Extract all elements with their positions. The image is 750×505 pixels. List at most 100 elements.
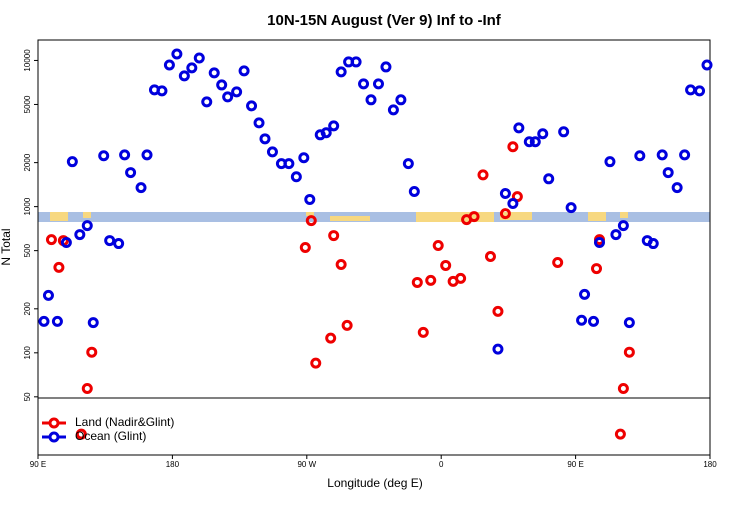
plot-frame: [37, 39, 711, 456]
data-point: [178, 70, 190, 82]
data-point: [350, 56, 362, 68]
data-point: [246, 100, 258, 112]
data-point: [623, 317, 635, 329]
data-point: [186, 62, 198, 74]
data-point: [253, 117, 265, 129]
data-point: [193, 52, 205, 64]
data-point: [552, 256, 564, 268]
data-point: [662, 167, 674, 179]
data-point: [201, 96, 213, 108]
data-point: [411, 276, 423, 288]
data-point: [320, 127, 332, 139]
data-point: [499, 208, 511, 220]
data-point: [440, 259, 452, 271]
x-tick-label: 90 W: [297, 460, 316, 469]
x-tick-label: 90 E: [30, 460, 46, 469]
y-tick-label: 50: [23, 392, 32, 401]
y-tick-label: 200: [23, 302, 32, 316]
data-point: [51, 315, 63, 327]
data-point: [231, 86, 243, 98]
y-tick-label: 5000: [23, 95, 32, 113]
y-tick-label: 10000: [23, 49, 32, 72]
data-point: [499, 187, 511, 199]
data-point: [558, 126, 570, 138]
data-point: [310, 357, 322, 369]
data-point: [335, 66, 347, 78]
data-point: [634, 150, 646, 162]
legend-label: Land (Nadir&Glint): [75, 415, 174, 429]
data-point: [299, 242, 311, 254]
y-axis-label: N Total: [0, 228, 13, 265]
data-point: [216, 79, 228, 91]
data-point: [42, 289, 54, 301]
data-point: [432, 240, 444, 252]
y-tick-label: 2000: [23, 153, 32, 171]
data-point: [81, 383, 93, 395]
data-point: [98, 150, 110, 162]
chart-title: 10N-15N August (Ver 9) Inf to -Inf: [267, 12, 502, 29]
data-point: [238, 65, 250, 77]
data-point: [380, 61, 392, 73]
data-point: [402, 158, 414, 170]
data-point: [685, 84, 697, 96]
data-point: [576, 314, 588, 326]
data-point: [455, 272, 467, 284]
data-point: [304, 193, 316, 205]
data-point: [656, 149, 668, 161]
data-point: [610, 229, 622, 241]
data-point: [694, 85, 706, 97]
legend-marker: [48, 417, 60, 429]
data-point: [387, 104, 399, 116]
data-point: [507, 141, 519, 153]
data-point: [565, 202, 577, 214]
data-point: [45, 234, 57, 246]
data-point: [477, 169, 489, 181]
data-point: [365, 94, 377, 106]
data-point: [507, 198, 519, 210]
data-point: [298, 152, 310, 164]
data-point: [468, 211, 480, 223]
data-point: [523, 136, 535, 148]
data-point: [341, 319, 353, 331]
data-point: [75, 428, 87, 440]
data-point: [119, 149, 131, 161]
data-point: [358, 78, 370, 90]
data-point: [125, 167, 137, 179]
data-point: [701, 59, 713, 71]
data-point: [617, 383, 629, 395]
legend-marker: [48, 431, 60, 443]
data-point: [543, 173, 555, 185]
data-point: [266, 146, 278, 158]
data-point: [671, 182, 683, 194]
data-point: [617, 220, 629, 232]
data-point: [604, 156, 616, 168]
data-point: [81, 220, 93, 232]
data-point: [425, 274, 437, 286]
data-point: [513, 122, 525, 134]
x-tick-label: 180: [703, 460, 717, 469]
x-tick-label: 180: [166, 460, 180, 469]
data-point: [492, 343, 504, 355]
y-tick-label: 100: [23, 346, 32, 360]
data-point: [86, 346, 98, 358]
data-point: [283, 158, 295, 170]
data-point: [259, 133, 271, 145]
data-point: [290, 171, 302, 183]
data-point: [113, 238, 125, 250]
x-axis-label: Longitude (deg E): [327, 476, 422, 490]
data-point: [408, 185, 420, 197]
data-point: [135, 182, 147, 194]
y-tick-label: 500: [23, 243, 32, 257]
data-point: [588, 315, 600, 327]
data-point: [104, 235, 116, 247]
data-point: [38, 315, 50, 327]
land-shapes: [50, 212, 628, 222]
data-point: [163, 59, 175, 71]
data-point: [66, 156, 78, 168]
data-point: [623, 346, 635, 358]
data-point: [372, 78, 384, 90]
data-point: [60, 237, 72, 249]
data-point: [537, 128, 549, 140]
data-point: [141, 149, 153, 161]
